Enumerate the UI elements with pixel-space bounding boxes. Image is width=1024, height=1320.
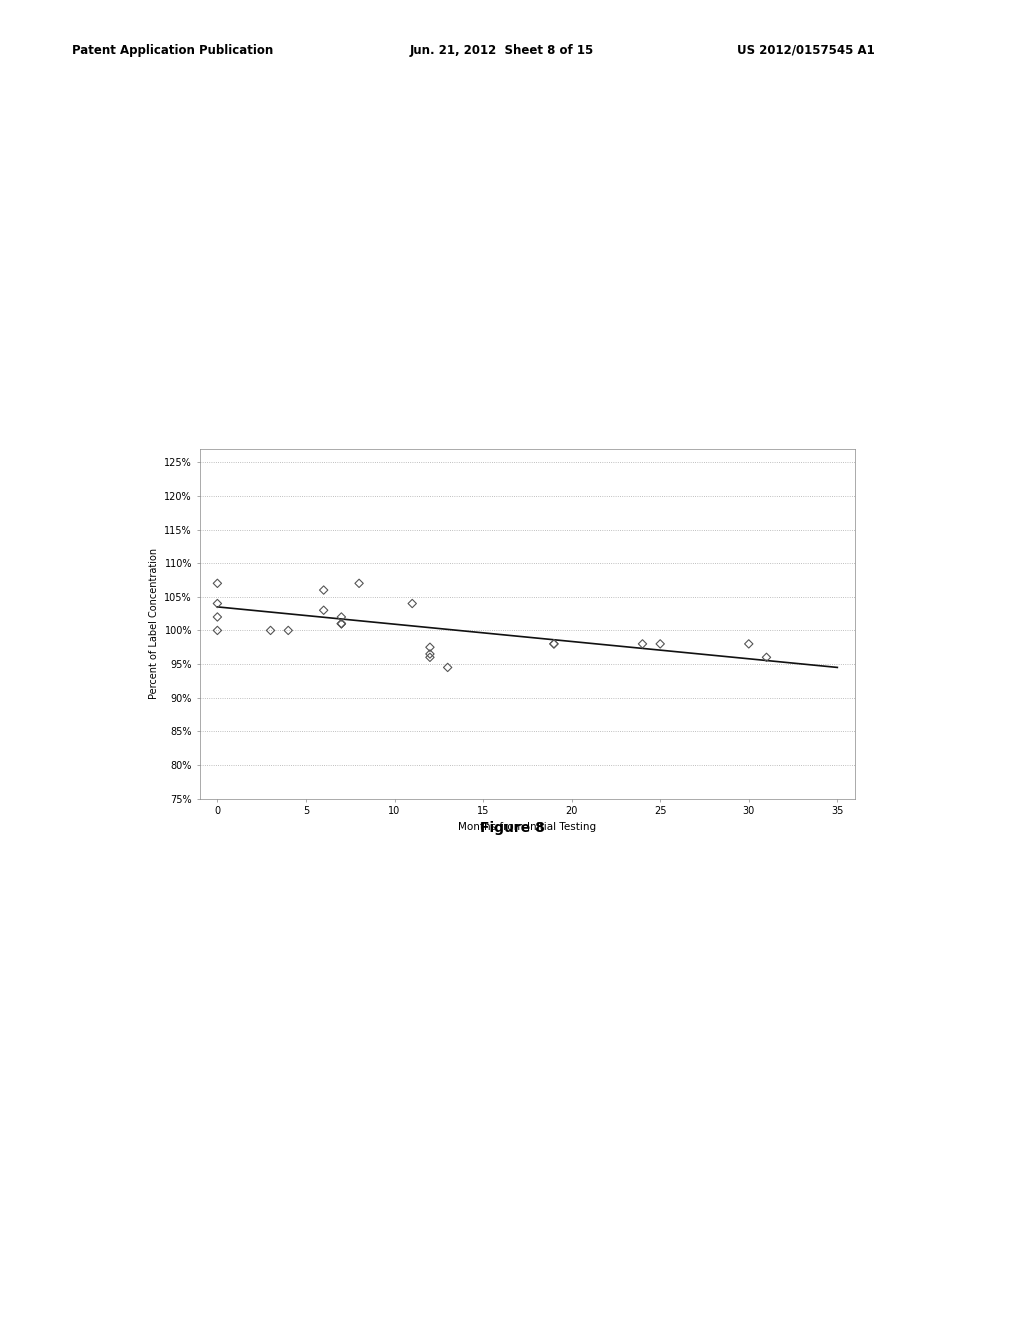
Point: [759, 647, 775, 668]
Point: [315, 579, 332, 601]
Text: Figure 8: Figure 8: [479, 821, 545, 836]
Point: [315, 599, 332, 620]
Point: [634, 634, 650, 655]
Point: [351, 573, 368, 594]
Point: [333, 612, 349, 635]
Text: Jun. 21, 2012  Sheet 8 of 15: Jun. 21, 2012 Sheet 8 of 15: [410, 44, 594, 57]
Point: [422, 647, 438, 668]
Point: [333, 612, 349, 635]
Point: [209, 606, 225, 627]
Point: [209, 593, 225, 614]
Point: [439, 657, 456, 678]
Point: [546, 634, 562, 655]
Point: [209, 573, 225, 594]
Text: Patent Application Publication: Patent Application Publication: [72, 44, 273, 57]
Point: [280, 620, 296, 642]
Point: [652, 634, 669, 655]
Point: [546, 634, 562, 655]
Point: [262, 620, 279, 642]
Point: [422, 636, 438, 657]
Point: [404, 593, 421, 614]
Text: US 2012/0157545 A1: US 2012/0157545 A1: [737, 44, 876, 57]
Point: [333, 606, 349, 627]
X-axis label: Months from Initial Testing: Months from Initial Testing: [459, 822, 596, 832]
Point: [209, 620, 225, 642]
Point: [740, 634, 757, 655]
Point: [333, 612, 349, 635]
Point: [422, 643, 438, 664]
Y-axis label: Percent of Label Concentration: Percent of Label Concentration: [148, 548, 159, 700]
